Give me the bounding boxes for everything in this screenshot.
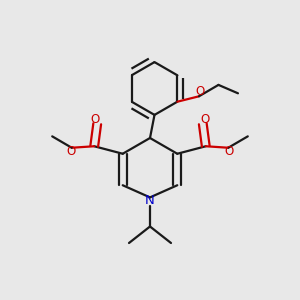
Text: O: O (67, 146, 76, 158)
Text: O: O (201, 113, 210, 126)
Text: O: O (224, 146, 233, 158)
Text: O: O (90, 113, 99, 126)
Text: N: N (145, 194, 155, 208)
Text: O: O (195, 85, 204, 98)
